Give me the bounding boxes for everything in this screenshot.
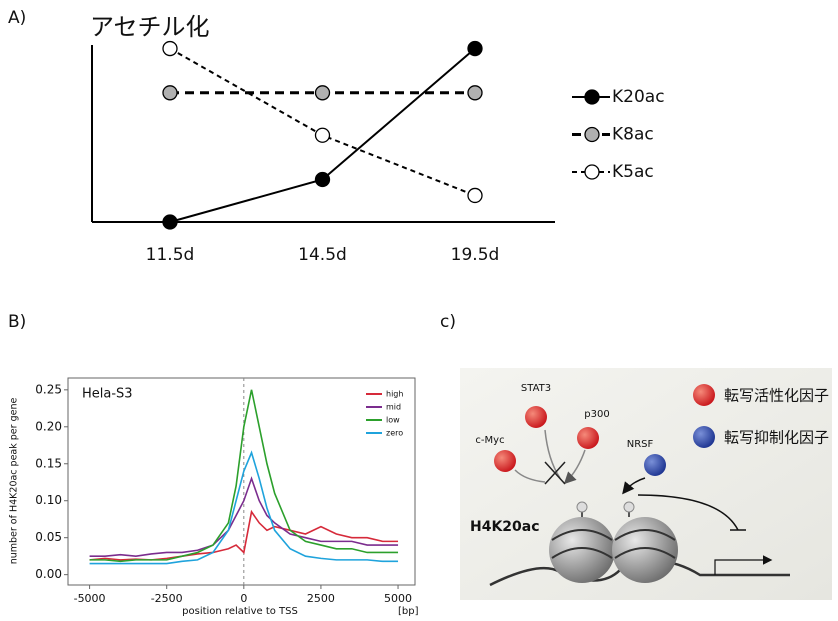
point — [163, 215, 177, 229]
panel-c: c) STAT3 p300 c-Myc NRSF H4K20ac 転写活性化因子… — [440, 312, 832, 600]
point — [316, 173, 330, 187]
acetyl — [624, 502, 634, 512]
factor-label: p300 — [584, 409, 609, 420]
figure: A) アセチル化 11.5d 14.5d 19.5d K20ac K8ac K5ac B) 0.… — [0, 0, 838, 621]
factor-icon — [494, 450, 516, 472]
chart-title: アセチル化 — [90, 13, 210, 41]
legend-icon — [693, 426, 715, 448]
factor-icon — [577, 427, 599, 449]
legend-label: zero — [386, 429, 403, 438]
x-tick-label: -2500 — [151, 592, 183, 605]
factor-label: NRSF — [627, 439, 654, 450]
legend-label: low — [386, 416, 400, 425]
mark-label: H4K20ac — [470, 519, 540, 535]
legend-icon — [693, 384, 715, 406]
factor-icon — [525, 406, 547, 428]
point — [163, 42, 177, 56]
panel-label: c) — [440, 312, 456, 332]
legend-label: K20ac — [612, 87, 665, 107]
y-axis-label: number of H4K20ac peak per gene — [9, 398, 20, 565]
y-tick-label: 0.25 — [35, 382, 62, 396]
x-tick-label: 0 — [240, 592, 247, 605]
factor-label: c-Myc — [475, 435, 504, 446]
nucleosome — [612, 517, 678, 583]
y-tick-label: 0.00 — [35, 567, 62, 581]
point — [468, 188, 482, 202]
acetyl — [577, 502, 587, 512]
y-tick-label: 0.15 — [35, 456, 62, 470]
factor-label: STAT3 — [521, 383, 551, 394]
y-tick-label: 0.05 — [35, 530, 62, 544]
x-tick-label: 2500 — [307, 592, 335, 605]
x-tick-label: 11.5d — [146, 245, 195, 265]
panel-label: B) — [8, 312, 26, 332]
x-unit: [bp] — [398, 606, 419, 617]
y-tick-label: 0.10 — [35, 493, 62, 507]
nucleosome — [549, 517, 615, 583]
annotation: Hela-S3 — [82, 387, 133, 402]
x-tick-label: 5000 — [384, 592, 412, 605]
panel-b: B) 0.00 0.05 0.10 0.15 0.20 0.25 -5000 -2500 0 250… — [8, 312, 419, 617]
y-tick-label: 0.20 — [35, 419, 62, 433]
point — [316, 86, 330, 100]
legend-label: mid — [386, 403, 401, 412]
point — [316, 128, 330, 142]
legend-label: 転写抑制化因子 — [724, 429, 829, 447]
factor-icon — [644, 454, 666, 476]
legend-marker — [585, 90, 599, 104]
x-tick-label: 19.5d — [451, 245, 500, 265]
point — [163, 86, 177, 100]
legend-label: K5ac — [612, 162, 654, 182]
x-axis-label: position relative to TSS — [182, 606, 298, 617]
panel-label: A) — [8, 8, 26, 28]
point — [468, 86, 482, 100]
legend-label: 転写活性化因子 — [724, 387, 829, 405]
legend-label: K8ac — [612, 125, 654, 145]
legend-marker — [585, 165, 599, 179]
x-tick-label: 14.5d — [298, 245, 347, 265]
legend-marker — [585, 128, 599, 142]
panel-a: A) アセチル化 11.5d 14.5d 19.5d K20ac K8ac K5ac — [8, 8, 665, 265]
point — [468, 42, 482, 56]
x-tick-label: -5000 — [74, 592, 106, 605]
legend-label: high — [386, 390, 403, 399]
